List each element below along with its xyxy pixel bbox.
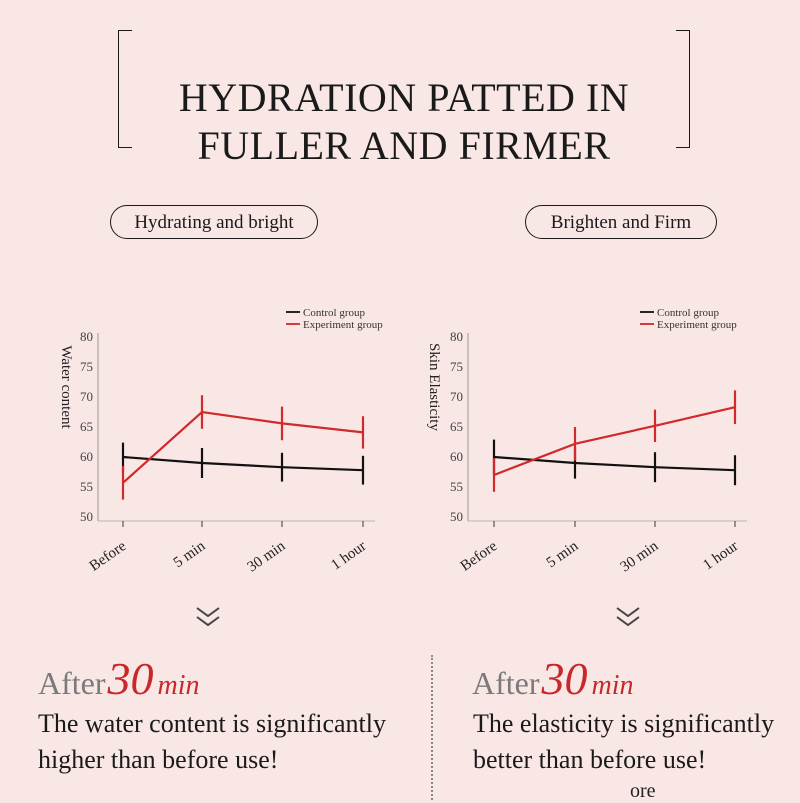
y-tick-label: 55	[450, 479, 463, 494]
after-30-min-left: After30 min	[38, 652, 200, 705]
divider	[431, 655, 433, 800]
legend-label: Experiment group	[303, 319, 383, 331]
pill-brighten-firm: Brighten and Firm	[525, 205, 717, 239]
page-title-line-1: HYDRATION PATTED IN	[178, 75, 630, 120]
x-tick-label: 5 min	[544, 538, 582, 571]
after-unit: min	[591, 670, 634, 701]
series-line	[122, 410, 364, 484]
y-axis-label: Water content	[58, 345, 74, 429]
y-tick-label: 70	[450, 389, 463, 404]
after-word: After	[38, 665, 106, 701]
after-unit: min	[157, 670, 200, 701]
y-tick-label: 65	[80, 419, 93, 434]
legend-label: Control group	[657, 307, 720, 319]
x-tick-label: 1 hour	[700, 538, 741, 573]
right-bracket	[676, 30, 690, 148]
series-line	[493, 406, 736, 477]
after-number: 30	[541, 653, 588, 704]
y-tick-label: 55	[80, 479, 93, 494]
y-tick-label: 50	[450, 509, 463, 524]
chart-2: 50 55 60 65 70 75 80 Before 5 min 30 min 1 hour Ski…	[426, 307, 747, 575]
x-tick-label: Before	[458, 538, 501, 575]
y-tick-label: 60	[450, 449, 463, 464]
y-tick-label: 70	[80, 389, 93, 404]
y-tick-label: 80	[450, 329, 463, 344]
legend-label: Experiment group	[657, 319, 737, 331]
y-axis-label: Skin Elasticity	[426, 343, 442, 431]
y-tick-label: 65	[450, 419, 463, 434]
x-tick-label: 30 min	[618, 538, 662, 576]
charts-canvas: 50 55 60 65 70 75 80 Before 5 min 30 min 1 hour Wat…	[58, 307, 747, 575]
y-tick-label: 80	[80, 329, 93, 344]
double-chevron-down-icon	[196, 607, 220, 627]
pill-hydrating-bright: Hydrating and bright	[110, 205, 318, 239]
series-line	[122, 455, 364, 472]
description-water: The water content is significantly highe…	[38, 709, 387, 774]
series-line	[493, 455, 736, 472]
chart-1: 50 55 60 65 70 75 80 Before 5 min 30 min 1 hour Wat…	[58, 307, 383, 575]
y-tick-label: 50	[80, 509, 93, 524]
description-elasticity: The elasticity is significantly better t…	[473, 709, 775, 774]
legend-label: Control group	[303, 307, 366, 319]
after-word: After	[472, 665, 540, 701]
y-tick-label: 75	[450, 359, 463, 374]
left-bracket	[118, 30, 132, 148]
x-tick-label: Before	[87, 538, 130, 575]
after-number: 30	[107, 653, 154, 704]
x-tick-label: 5 min	[171, 538, 209, 571]
y-tick-label: 60	[80, 449, 93, 464]
cut-off-text: ore	[630, 780, 656, 802]
x-tick-label: 30 min	[245, 538, 289, 576]
page-title-line-2: FULLER AND FIRMER	[197, 123, 611, 168]
title-block: HYDRATION PATTED IN FULLER AND FIRMER	[118, 30, 690, 168]
y-tick-label: 75	[80, 359, 93, 374]
double-chevron-down-icon	[616, 607, 640, 627]
after-30-min-right: After30 min	[472, 652, 634, 705]
x-tick-label: 1 hour	[328, 538, 369, 573]
